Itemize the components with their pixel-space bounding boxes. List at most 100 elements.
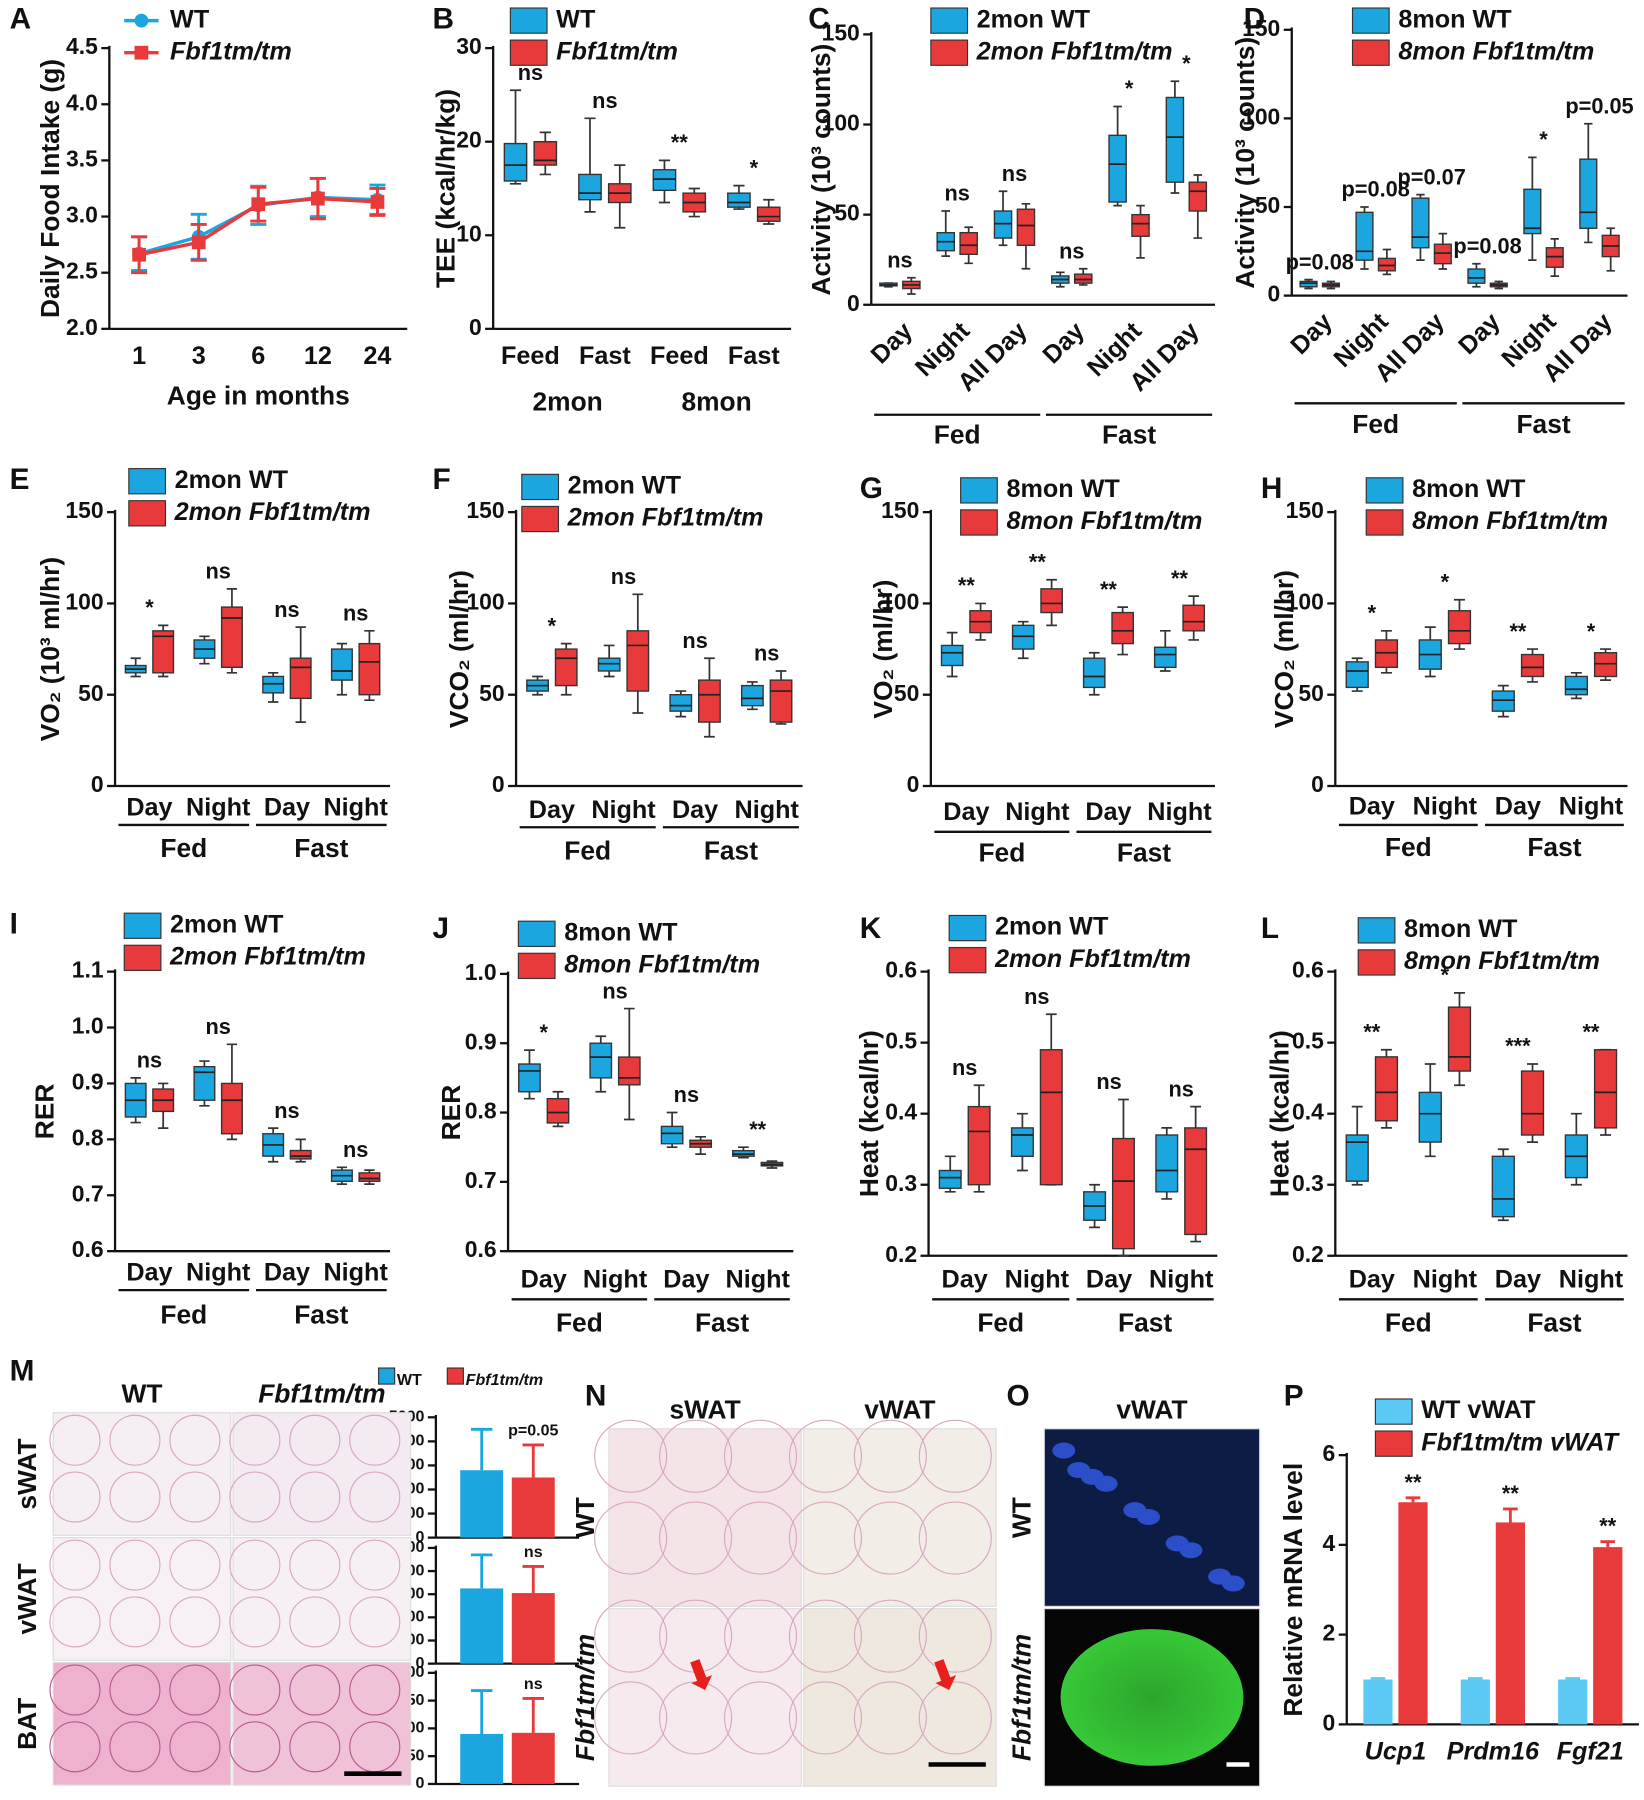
box: [967, 1105, 991, 1186]
significance: p=0.08: [1286, 249, 1354, 274]
column-label: WT: [122, 1378, 163, 1408]
cell-outline: [788, 1501, 862, 1575]
group-label: Fast: [695, 1307, 749, 1337]
cell-outline: [169, 1664, 221, 1716]
y-axis-label: VCO₂ (ml/hr): [1269, 570, 1299, 728]
error-bar: [522, 1696, 545, 1733]
legend-label: 8mon WT: [1412, 475, 1526, 503]
significance: ns: [1096, 1069, 1121, 1094]
y-tick-label: 0: [415, 1774, 424, 1792]
significance: ns: [274, 1098, 299, 1123]
column-label: vWAT: [864, 1395, 935, 1425]
group-label: Fed: [1385, 1307, 1432, 1337]
y-tick-label: 3.0: [66, 202, 98, 228]
micrograph: [232, 1537, 412, 1661]
bar: [460, 1470, 504, 1538]
cell-outline: [229, 1471, 281, 1523]
y-tick-label: 0.2: [1292, 1241, 1324, 1267]
significance: ns: [518, 60, 543, 85]
x-tick-label: Day: [1495, 1266, 1541, 1294]
significance: **: [1582, 1019, 1599, 1044]
box: [518, 1063, 541, 1093]
legend-swatch: [509, 7, 548, 34]
significance: *: [1539, 127, 1548, 152]
y-tick-label: 6: [1323, 1440, 1336, 1466]
box: [289, 1149, 312, 1160]
group-label: Fast: [704, 835, 758, 865]
cell-outline: [109, 1664, 161, 1716]
box: [1131, 213, 1150, 237]
y-tick-label: 0.6: [885, 957, 917, 983]
cell-outline: [918, 1681, 992, 1755]
significance: **: [1029, 549, 1046, 574]
cell-outline: [289, 1664, 341, 1716]
x-tick-label: Feed: [501, 342, 560, 370]
box: [1418, 1091, 1442, 1143]
significance: *: [1125, 76, 1134, 101]
significance: ns: [674, 1082, 699, 1107]
error-bar: [1370, 1677, 1386, 1681]
y-tick-label: 0.6: [1292, 957, 1324, 983]
y-tick-label: 1.1: [72, 957, 104, 983]
legend-label: 8mon Fbf1tm/tm: [564, 951, 760, 979]
cell-outline: [349, 1471, 401, 1523]
micrograph: [232, 1412, 412, 1536]
cell-outline: [594, 1681, 668, 1755]
box: [1355, 211, 1374, 261]
y-tick-label: 150: [881, 497, 919, 523]
y-tick-label: 100: [1242, 103, 1280, 129]
row-label: vWAT: [12, 1563, 42, 1634]
legend-label: 2mon Fbf1tm/tm: [169, 943, 366, 971]
box: [1039, 1049, 1063, 1186]
bar: [1495, 1522, 1525, 1725]
y-axis-label: Heat (kcal/hr): [854, 1030, 884, 1197]
cell-outline: [169, 1471, 221, 1523]
y-axis-label: Heat (kcal/hr): [1264, 1030, 1294, 1197]
arrow: [934, 1659, 957, 1691]
y-axis-label: VO₂ (10³ ml/hr): [35, 557, 65, 741]
panel-letter: K: [860, 912, 882, 945]
x-tick-label: Night: [726, 1266, 791, 1294]
y-tick-label: 0.6: [465, 1236, 497, 1262]
legend-swatch: [1351, 39, 1390, 66]
group-label: Fast: [1117, 838, 1171, 868]
legend-label: 8mon WT: [1404, 915, 1518, 943]
y-tick-label: 0: [91, 771, 104, 797]
box: [330, 648, 353, 681]
box: [938, 1169, 962, 1189]
cell-outline: [229, 1596, 281, 1648]
box: [1165, 96, 1185, 183]
box: [289, 657, 312, 700]
cell-outline: [169, 1721, 221, 1773]
row-label: WT: [1007, 1497, 1037, 1538]
box: [1411, 197, 1430, 249]
legend-label: 8mon WT: [564, 918, 678, 946]
cell-outline: [349, 1414, 401, 1466]
cell-outline: [49, 1414, 101, 1466]
y-tick-label: 4.5: [66, 33, 98, 59]
significance: *: [1182, 51, 1191, 76]
box: [1082, 657, 1106, 689]
box: [652, 169, 677, 192]
panel-letter: L: [1261, 912, 1279, 945]
panel-letter: C: [808, 2, 830, 35]
y-tick-label: 50: [834, 200, 859, 226]
cell-outline: [49, 1721, 101, 1773]
cell-outline: [723, 1501, 798, 1575]
cell-outline: [918, 1599, 992, 1673]
panel-letter: A: [10, 2, 32, 35]
cell-outline: [49, 1539, 101, 1591]
panel-letter: B: [432, 2, 454, 35]
y-tick-label: 20: [456, 127, 481, 153]
x-tick-label: Day: [521, 1266, 567, 1294]
box: [1433, 243, 1452, 265]
cell-outline: [349, 1539, 401, 1591]
x-tick-label: Day: [264, 1259, 310, 1287]
group-label: Fed: [934, 419, 981, 449]
significance: **: [749, 1117, 766, 1142]
panel-letter: F: [432, 463, 450, 496]
cell-outline: [788, 1419, 862, 1493]
box: [1299, 280, 1318, 288]
panel-letter: N: [585, 1380, 607, 1413]
